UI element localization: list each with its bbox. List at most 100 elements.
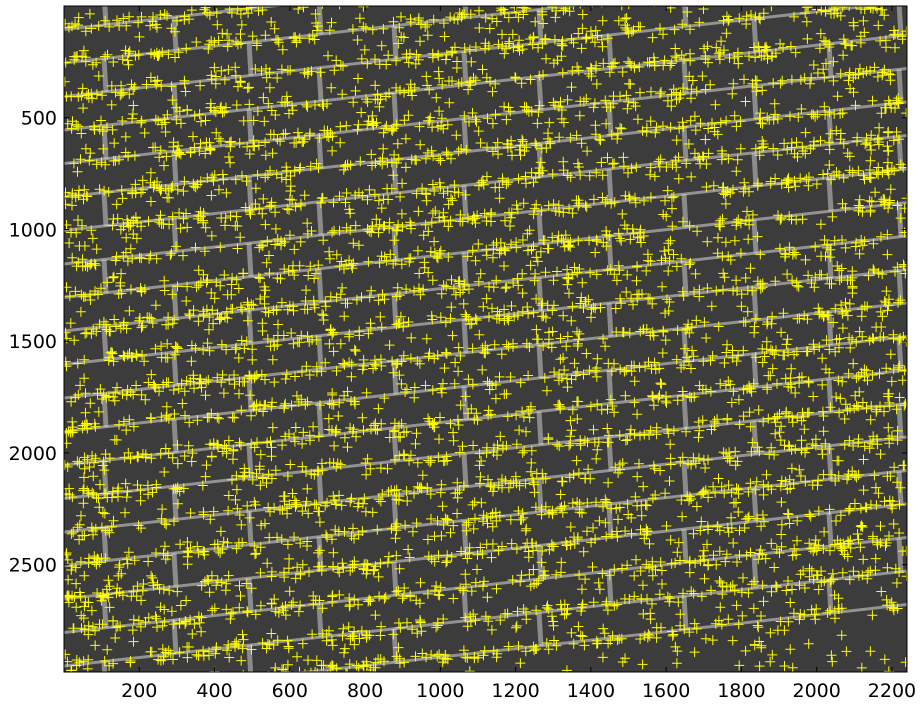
- mortar-joint-vertical: [536, 210, 544, 245]
- mortar-joint-vertical: [171, 619, 179, 654]
- mortar-joint-vertical: [682, 6, 689, 27]
- mortar-joint-vertical: [609, 0, 611, 2]
- mortar-joint-vertical: [606, 168, 614, 203]
- x-axis: 200 400 600 800 1000 1200 1400 1600 1800 2000 2200: [121, 6, 916, 702]
- brick-wall-mortar: [64, 0, 907, 672]
- mortar-joint-vertical: [316, 402, 324, 437]
- mortar-joint-vertical: [391, 159, 399, 194]
- mortar-joint-vertical: [896, 69, 904, 104]
- mortar-joint-vertical: [171, 552, 179, 587]
- x-tick-label: 600: [272, 680, 308, 702]
- plot-frame: [63, 5, 908, 673]
- y-axis: 500 1000 1500 2000 2500: [9, 108, 907, 577]
- mortar-joint-vertical: [461, 386, 469, 421]
- mortar-joint-vertical: [751, 353, 759, 388]
- mortar-joint-vertical: [606, 235, 614, 270]
- mortar-joint-vertical: [461, 520, 469, 555]
- mortar-joint-vertical: [171, 150, 179, 185]
- mortar-joint-vertical: [171, 485, 179, 520]
- mortar-joint-vertical: [606, 503, 614, 538]
- mortar-joint-vertical: [391, 628, 399, 663]
- mortar-joint-vertical: [681, 260, 689, 295]
- mortar-joint-vertical: [536, 478, 544, 513]
- mortar-joint-vertical: [681, 595, 689, 630]
- mortar-joint-vertical: [461, 319, 469, 354]
- y-tick-label: 1500: [9, 331, 57, 353]
- mortar-joint-vertical: [171, 418, 179, 453]
- mortar-joint-vertical: [316, 603, 324, 638]
- mortar-joint-vertical: [826, 579, 834, 614]
- mortar-joint-vertical: [536, 411, 544, 446]
- y-tick-label: 2500: [9, 555, 57, 577]
- mortar-joint-vertical: [101, 259, 109, 294]
- mortar-joint-vertical: [246, 444, 254, 478]
- mortar-joint-vertical: [246, 645, 254, 672]
- mortar-joint-vertical: [461, 453, 469, 488]
- x-tick-label: 1000: [416, 680, 464, 702]
- mortar-joint-vertical: [896, 6, 904, 37]
- mortar-joint-vertical: [606, 101, 614, 136]
- mortar-joint-vertical: [681, 394, 689, 429]
- mortar-joint-vertical: [681, 461, 689, 496]
- x-tick-label: 1200: [491, 680, 539, 702]
- x-tick-label: 1800: [717, 680, 765, 702]
- mortar-joint-vertical: [751, 85, 759, 120]
- keypoint-markers: [64, 6, 907, 672]
- mortar-joint-vertical: [316, 201, 324, 236]
- mortar-joint-vertical: [681, 193, 689, 228]
- mortar-joint-vertical: [536, 143, 544, 178]
- mortar-joint-vertical: [316, 67, 324, 102]
- mortar-joint: [64, 134, 907, 232]
- mortar-joint-vertical: [896, 203, 904, 238]
- mortar-joint-vertical: [171, 284, 179, 319]
- mortar-joint-vertical: [101, 661, 108, 672]
- mortar-joint: [64, 234, 907, 333]
- mortar-joint-vertical: [826, 177, 834, 212]
- mortar-joint-vertical: [461, 51, 469, 86]
- mortar-joint-vertical: [461, 118, 469, 153]
- mortar-joint-vertical: [101, 594, 109, 629]
- mortar-joint: [64, 536, 907, 634]
- mortar-joint-vertical: [101, 192, 109, 227]
- mortar-joint-vertical: [751, 152, 759, 187]
- mortar-joint-vertical: [171, 83, 179, 118]
- mortar-joint-vertical: [316, 469, 324, 504]
- mortar-joint-vertical: [896, 404, 904, 439]
- mortar-joint-vertical: [536, 277, 544, 312]
- mortar-joint-vertical: [751, 554, 759, 589]
- mortar-joint-vertical: [462, 6, 469, 19]
- mortar-joint-vertical: [246, 42, 254, 76]
- mortar-joint-vertical: [101, 58, 109, 93]
- mortar-joint-vertical: [826, 512, 834, 547]
- photo-background: [64, 6, 907, 672]
- x-tick-label: 800: [347, 680, 383, 702]
- mortar-joint-vertical: [461, 252, 469, 287]
- mortar-joint-vertical: [171, 351, 179, 386]
- x-tick-label: 2200: [868, 680, 916, 702]
- y-tick-label: 1000: [9, 219, 57, 241]
- mortar-joint-vertical: [101, 125, 109, 160]
- mortar-joint-vertical: [536, 344, 544, 379]
- mortar-joint: [294, 603, 907, 672]
- mortar-joint-vertical: [391, 226, 399, 261]
- mortar-joint-vertical: [391, 25, 399, 60]
- mortar-joint-vertical: [391, 360, 399, 395]
- mortar-joint-vertical: [536, 76, 544, 111]
- mortar-joint: [64, 402, 907, 500]
- plus-marker-set: [64, 6, 907, 672]
- mortar-joint-vertical: [681, 528, 689, 563]
- mortar-joint-vertical: [246, 109, 254, 143]
- mortar-joint-vertical: [246, 243, 254, 277]
- mortar-joint-vertical: [536, 612, 544, 647]
- y-tick-label: 2000: [9, 443, 57, 465]
- mortar-joint-vertical: [246, 310, 254, 344]
- mortar-joint: [64, 435, 907, 534]
- x-tick-label: 200: [121, 680, 157, 702]
- y-tick-label: 500: [21, 108, 57, 130]
- x-tick-label: 1400: [567, 680, 615, 702]
- mortar-joint-vertical: [461, 185, 469, 220]
- mortar-joint-vertical: [391, 92, 399, 127]
- plot-area: [63, 0, 908, 673]
- mortar-joint-vertical: [316, 268, 324, 303]
